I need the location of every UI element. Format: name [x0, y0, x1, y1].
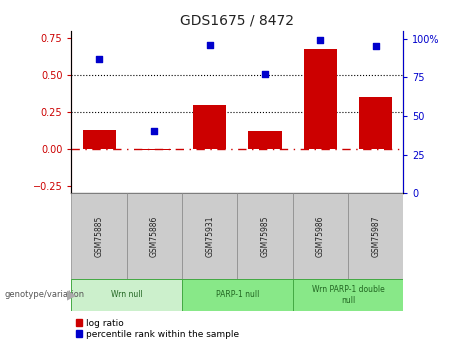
Bar: [138, 149, 171, 150]
Bar: [304, 49, 337, 149]
Point: [206, 42, 213, 48]
Text: Wrn null: Wrn null: [111, 290, 142, 299]
Title: GDS1675 / 8472: GDS1675 / 8472: [180, 13, 295, 27]
Bar: [293, 279, 403, 311]
Point: [317, 38, 324, 43]
Bar: [237, 193, 293, 279]
Text: GSM75886: GSM75886: [150, 216, 159, 257]
Bar: [359, 97, 392, 149]
Text: GSM75985: GSM75985: [260, 216, 270, 257]
Bar: [193, 105, 226, 149]
Point: [95, 56, 103, 62]
Text: GSM75987: GSM75987: [371, 216, 380, 257]
Point: [261, 71, 269, 77]
Text: genotype/variation: genotype/variation: [5, 290, 85, 299]
Bar: [71, 279, 182, 311]
Text: GSM75885: GSM75885: [95, 216, 104, 257]
Point: [151, 129, 158, 134]
Bar: [71, 193, 127, 279]
Legend: log ratio, percentile rank within the sample: log ratio, percentile rank within the sa…: [76, 318, 239, 339]
Text: GSM75931: GSM75931: [205, 216, 214, 257]
Bar: [293, 193, 348, 279]
Text: PARP-1 null: PARP-1 null: [216, 290, 259, 299]
Text: Wrn PARP-1 double
null: Wrn PARP-1 double null: [312, 285, 384, 305]
Bar: [83, 130, 116, 149]
Text: GSM75986: GSM75986: [316, 216, 325, 257]
Bar: [127, 193, 182, 279]
Bar: [182, 279, 293, 311]
Bar: [182, 193, 237, 279]
Point: [372, 44, 379, 49]
Text: ▶: ▶: [67, 288, 77, 302]
Bar: [348, 193, 403, 279]
Bar: [248, 131, 282, 149]
